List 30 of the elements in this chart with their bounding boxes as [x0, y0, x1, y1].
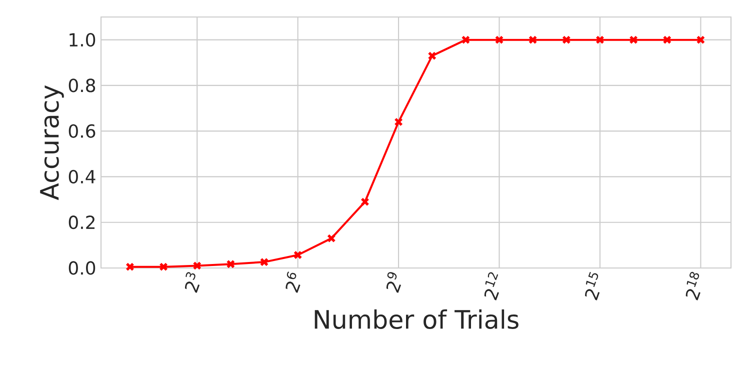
point	[327, 234, 336, 243]
y-tick-label: 0.6	[68, 124, 96, 138]
y-axis-title: Accuracy	[40, 85, 64, 200]
point	[360, 197, 370, 206]
point	[394, 118, 403, 126]
point	[192, 261, 202, 270]
point	[226, 260, 236, 268]
point	[662, 35, 672, 44]
x-tick-label: 2$^{3}$	[185, 272, 200, 293]
point	[629, 35, 638, 44]
x-tick-label: 2$^{9}$	[386, 272, 402, 293]
x-axis-title: Number of Trials	[314, 309, 518, 329]
y-tick-label: 0.2	[68, 216, 95, 230]
y-tick-label: 0.8	[68, 78, 96, 92]
x-tick-label: 2$^{12}$	[484, 272, 499, 300]
y-tick-label: 0.4	[68, 170, 96, 184]
point	[461, 35, 470, 44]
y-tick-label: 1.0	[70, 33, 96, 47]
point	[596, 35, 604, 44]
x-tick-label: 2$^{15}$	[585, 272, 600, 300]
point	[562, 35, 571, 44]
point	[260, 258, 269, 266]
point	[428, 51, 436, 60]
point	[293, 250, 302, 260]
point	[159, 262, 168, 272]
x-tick-label: 2$^{6}$	[286, 272, 300, 293]
x-tick-label: 2$^{18}$	[686, 272, 700, 300]
point	[528, 35, 538, 44]
y-tick-label: 0.0	[68, 261, 96, 275]
point	[494, 35, 504, 44]
